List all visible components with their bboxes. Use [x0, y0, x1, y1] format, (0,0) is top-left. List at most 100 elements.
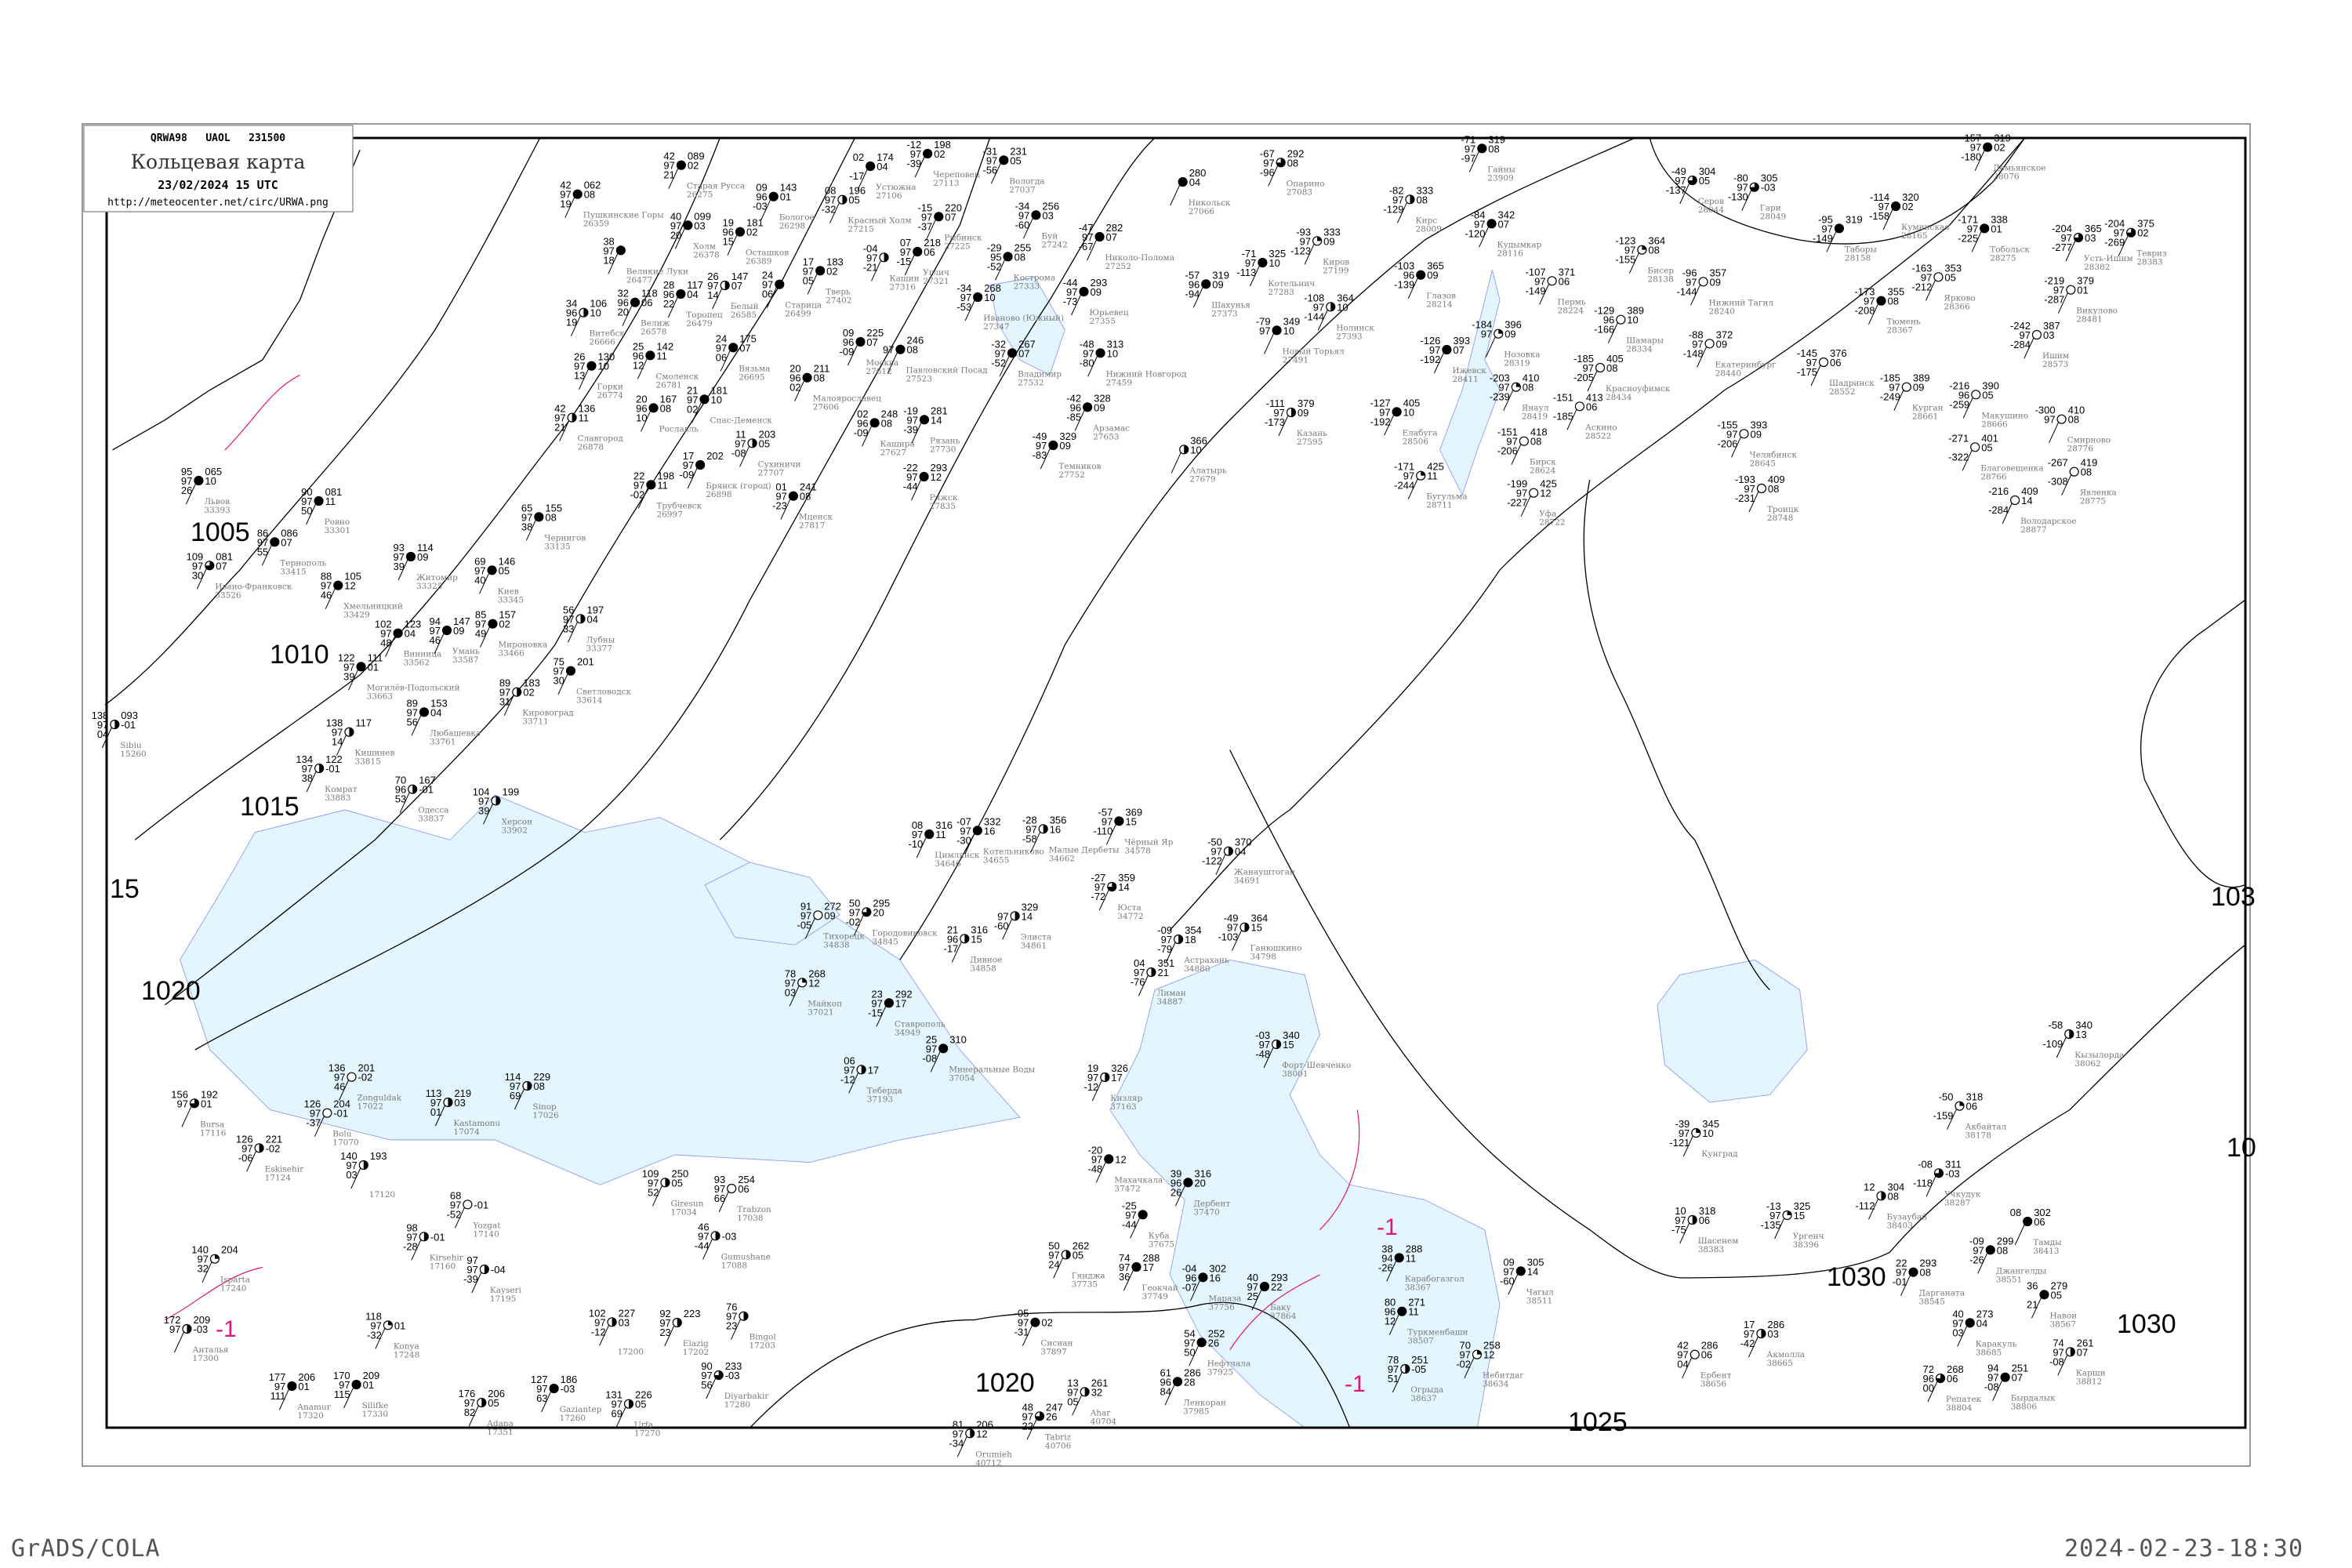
station-pressure: 268 — [1947, 1363, 1964, 1375]
station-index: 27215 — [848, 225, 873, 234]
station-index: 33526 — [215, 590, 241, 600]
station-pressure: 081 — [325, 486, 343, 498]
station-dew-point: 19 — [560, 198, 571, 210]
station-visibility: 97 — [1018, 209, 1029, 221]
station-temperature: -49 — [1224, 913, 1239, 924]
station-index: 38545 — [1919, 1298, 1945, 1307]
cloud-cover-symbol — [699, 394, 710, 405]
station-index: 28645 — [1750, 459, 1776, 468]
cloud-cover-symbol — [270, 537, 280, 547]
station-pressure: 252 — [1208, 1327, 1225, 1339]
station-dew-point: 66 — [714, 1192, 725, 1204]
station-pressure-tendency: 06 — [1701, 1349, 1712, 1361]
station-name: Сисиан — [1040, 1339, 1073, 1348]
station-visibility: 97 — [1970, 142, 1981, 154]
station-index: 34578 — [1124, 846, 1150, 855]
isobar-label: 1030 — [2117, 1309, 2176, 1339]
station-visibility: 97 — [1091, 1153, 1102, 1165]
station-temperature: 109 — [642, 1167, 659, 1179]
station-name: Чагыл — [1526, 1287, 1554, 1297]
station-pressure-tendency: 08 — [1488, 143, 1499, 154]
cloud-cover-symbol — [695, 459, 706, 470]
station-visibility: 97 — [1503, 1265, 1514, 1277]
cloud-cover-symbol — [2023, 1216, 2033, 1227]
station-visibility: 96 — [1185, 1272, 1196, 1283]
station-name: Ишим — [2042, 351, 2069, 361]
station-name: Володарское — [2020, 517, 2076, 526]
station-name: Elazig — [683, 1339, 709, 1348]
station-temperature: 92 — [659, 1308, 670, 1319]
station-pressure-tendency: 17 — [1143, 1261, 1154, 1273]
cloud-cover-symbol — [775, 279, 785, 289]
cloud-cover-symbol — [1003, 252, 1013, 262]
station-name: Бирск — [1530, 458, 1556, 467]
station-pressure: 305 — [1761, 172, 1778, 184]
station-name: Куминская — [1901, 223, 1950, 232]
station-pressure-tendency: 12 — [808, 977, 819, 989]
station-index: 38001 — [1282, 1069, 1308, 1079]
cloud-cover-symbol — [1574, 401, 1585, 412]
station-pressure: 271 — [1408, 1297, 1425, 1308]
isobar-label: 15 — [110, 874, 140, 904]
station-pressure: 286 — [1767, 1319, 1784, 1330]
station-pressure: 357 — [1710, 267, 1727, 278]
station-temperature: 80 — [1385, 1297, 1396, 1308]
cloud-cover-fill — [1043, 824, 1048, 833]
station-temperature: -57 — [1185, 269, 1200, 281]
station-index: 27817 — [799, 521, 825, 531]
station-name: Элиста — [1021, 932, 1052, 942]
station-index: 38634 — [1483, 1380, 1509, 1389]
cloud-cover-symbol — [683, 220, 693, 230]
cloud-cover-symbol — [1183, 1178, 1193, 1188]
wind-shaft — [2014, 1224, 2025, 1246]
station-index: 38685 — [1976, 1348, 2002, 1357]
station-dew-point: -144 — [1676, 285, 1697, 297]
station-index: 17116 — [200, 1128, 227, 1138]
station-visibility: 97 — [762, 279, 773, 291]
station-visibility: 97 — [560, 189, 571, 201]
station-name: Теберда — [867, 1086, 902, 1095]
station-visibility: 97 — [1210, 846, 1221, 858]
cloud-cover-symbol — [2031, 329, 2042, 340]
wind-shaft — [399, 792, 410, 813]
kama-reservoir — [1439, 270, 1500, 495]
station-visibility: 97 — [900, 246, 911, 258]
station-pressure-tendency: 15 — [971, 933, 982, 945]
wind-shaft — [720, 350, 731, 372]
station-index: 17280 — [724, 1400, 750, 1410]
wind-shaft — [1539, 284, 1550, 305]
station-temperature: -127 — [1370, 397, 1391, 408]
station-visibility: 97 — [716, 342, 727, 354]
station-temperature: 65 — [521, 502, 532, 514]
station-index: 26585 — [731, 310, 757, 320]
station-index: 17200 — [618, 1347, 644, 1356]
station-temperature: 07 — [900, 237, 911, 249]
station-index: 28275 — [1990, 253, 2016, 263]
station-index: 17351 — [487, 1428, 513, 1437]
station-dew-point: -231 — [1735, 492, 1755, 504]
wind-shaft — [1268, 165, 1279, 187]
cloud-cover-symbol — [565, 666, 576, 676]
station-index: 34949 — [895, 1028, 920, 1037]
station-index: 17074 — [453, 1127, 480, 1137]
station-dew-point: -05 — [797, 919, 812, 931]
station-dew-point: 15 — [723, 236, 734, 248]
station-temperature: -173 — [1854, 286, 1875, 298]
station-pressure: 198 — [657, 470, 674, 481]
